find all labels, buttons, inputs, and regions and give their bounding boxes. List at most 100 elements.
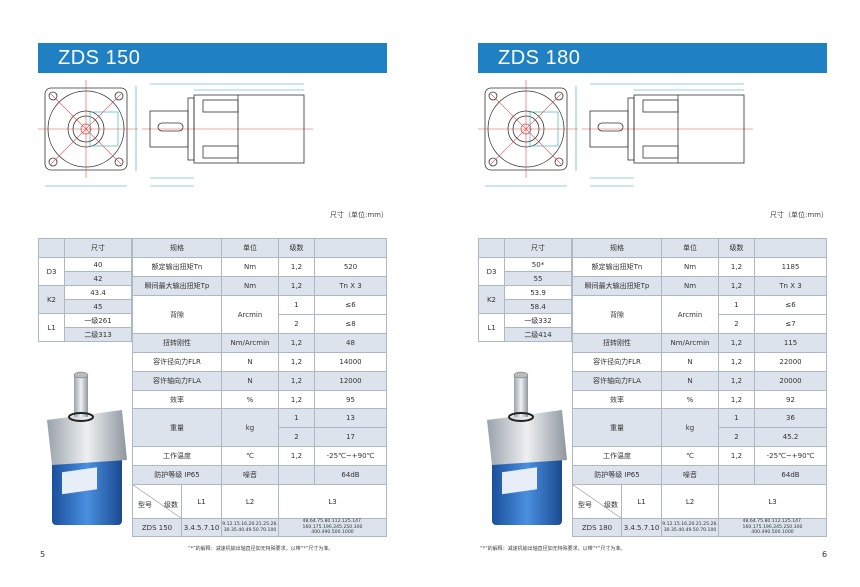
spec-backlash-value: ≤8: [315, 315, 387, 334]
l2-ratio-line: 30.35.40.49.50.70.100: [663, 527, 717, 533]
spec-weight-name: 重量: [573, 409, 662, 447]
size-value: 50*: [505, 258, 572, 272]
size-value: 二级414: [505, 328, 572, 342]
spec-rated_torque-stage: 1,2: [279, 258, 315, 277]
l3-ratio-line: 48.64.75.80.112.125.147.: [742, 519, 803, 525]
l3-ratio-line: 400.490.500.1000: [751, 530, 794, 536]
catalog-page: ZDS 180 尺寸（单位:mm） 尺寸 D3 50* 55 K2 53.9 58.: [478, 0, 828, 587]
spec-temperature-value: -25℃~+90℃: [755, 447, 827, 466]
spec-weight-unit: kg: [662, 409, 719, 447]
spec-temperature-value: -25℃~+90℃: [315, 447, 387, 466]
l1-header: L1: [182, 485, 222, 519]
spec-backlash-unit: Arcmin: [222, 296, 279, 334]
spec-backlash-value: ≤6: [755, 296, 827, 315]
l3-ratio-line: 48.64.75.80.112.125.147.: [302, 519, 363, 525]
spec-weight-name: 重量: [133, 409, 222, 447]
model-title-bar: ZDS 150: [38, 43, 387, 73]
spec-radial-name: 容许径向力FLR: [573, 353, 662, 372]
product-photo: [487, 371, 567, 525]
spec-header: 规格: [573, 239, 662, 258]
spec-table: 规格 单位 级数 额定输出扭矩Tn Nm 1,2 520 瞬间最大输出扭矩Tp Nm 1,2 Tn …: [132, 238, 387, 537]
side-view: [149, 94, 305, 164]
size-label: D3: [39, 258, 65, 286]
spec-axial-unit: N: [662, 372, 719, 391]
size-value: 一级261: [65, 314, 132, 328]
spec-radial-name: 容许径向力FLR: [133, 353, 222, 372]
spec-max_torque-value: Tn X 3: [315, 277, 387, 296]
value-header-blank: [315, 239, 387, 258]
spec-efficiency-value: 95: [315, 391, 387, 409]
model-title: ZDS 150: [58, 47, 141, 69]
size-value: 40: [65, 258, 132, 272]
model-name: ZDS 180: [573, 519, 622, 537]
spec-max_torque-name: 瞬间最大输出扭矩Tp: [573, 277, 662, 296]
spec-rated_torque-name: 额定输出扭矩Tn: [133, 258, 222, 277]
spec-torsional-value: 48: [315, 334, 387, 353]
footnote: “*”的解释：减速机输出轴直径如无特殊要求，以带“*”尺寸为准。: [480, 546, 626, 552]
spec-max_torque-name: 瞬间最大输出扭矩Tp: [133, 277, 222, 296]
spec-radial-unit: N: [222, 353, 279, 372]
spec-backlash-stage: 1: [719, 296, 755, 315]
l3-header: L3: [719, 485, 827, 519]
spec-temperature-stage: 1,2: [279, 447, 315, 466]
spec-backlash-value: ≤6: [315, 296, 387, 315]
spec-torsional-unit: Nm/Arcmin: [662, 334, 719, 353]
spec-axial-unit: N: [222, 372, 279, 391]
size-value: 53.9: [505, 286, 572, 300]
model-label: 型号: [138, 501, 152, 509]
size-header: 尺寸: [65, 239, 132, 258]
spec-efficiency-stage: 1,2: [279, 391, 315, 409]
l2-ratio-line: 30.35.40.49.50.70.100: [223, 527, 277, 533]
model-title-bar: ZDS 180: [478, 43, 827, 73]
size-table: 尺寸 D3 50* 55 K2 53.9 58.4 L1 一级332 二级414: [478, 238, 572, 342]
size-label: L1: [39, 314, 65, 342]
spec-weight-value: 45.2: [755, 428, 827, 447]
spec-weight-stage: 1: [719, 409, 755, 428]
spec-noise-stage-blank: [279, 466, 315, 485]
spec-weight-unit: kg: [222, 409, 279, 447]
center-lines: [38, 80, 313, 178]
size-table: 尺寸 D3 40 42 K2 43.4 45 L1 一级261 二级313: [38, 238, 132, 342]
spec-protection-name: 防护等级 IP65: [133, 466, 222, 485]
stage-header: 级数: [279, 239, 315, 258]
spec-header: 规格: [133, 239, 222, 258]
dimension-lines: [45, 83, 304, 187]
model-label: 型号: [578, 501, 592, 509]
l3-ratio-line: 160.175.196.245.250.300: [742, 524, 803, 530]
spec-axial-name: 容许轴向力FLA: [133, 372, 222, 391]
spec-rated_torque-unit: Nm: [222, 258, 279, 277]
l2-ratio-line: 9.12.15.16.20.21.25.28.: [222, 522, 278, 527]
unit-header: 单位: [222, 239, 279, 258]
spec-max_torque-stage: 1,2: [719, 277, 755, 296]
spec-weight-stage: 2: [279, 428, 315, 447]
l1-ratios: 3.4.5.7.10: [182, 519, 222, 537]
spec-backlash-name: 背隙: [573, 296, 662, 334]
spec-weight-value: 13: [315, 409, 387, 428]
spec-efficiency-unit: %: [662, 391, 719, 409]
spec-temperature-unit: ℃: [662, 447, 719, 466]
spec-weight-value: 17: [315, 428, 387, 447]
size-label: K2: [479, 286, 505, 314]
spec-temperature-name: 工作温度: [573, 447, 662, 466]
page-number: 5: [40, 550, 46, 559]
stage-label: 级数: [604, 501, 618, 509]
unit-header: 单位: [662, 239, 719, 258]
spec-rated_torque-value: 1185: [755, 258, 827, 277]
spec-torsional-name: 扭转刚性: [133, 334, 222, 353]
size-value: 二级313: [65, 328, 132, 342]
model-title: ZDS 180: [498, 47, 581, 69]
spec-radial-unit: N: [662, 353, 719, 372]
l2-ratio-line: 9.12.15.16.20.21.25.28.: [662, 522, 718, 527]
spec-rated_torque-value: 520: [315, 258, 387, 277]
spec-efficiency-stage: 1,2: [719, 391, 755, 409]
size-header-blank: [479, 239, 505, 258]
spec-noise-stage-blank: [719, 466, 755, 485]
footnote: “*”的解释：减速机输出轴直径如无特殊要求，以带“*”尺寸为准。: [188, 546, 334, 552]
spec-axial-stage: 1,2: [279, 372, 315, 391]
size-header: 尺寸: [505, 239, 572, 258]
size-value: 42: [65, 272, 132, 286]
spec-max_torque-unit: Nm: [222, 277, 279, 296]
spec-max_torque-value: Tn X 3: [755, 277, 827, 296]
dimension-drawing: [478, 80, 753, 187]
size-label: L1: [479, 314, 505, 342]
